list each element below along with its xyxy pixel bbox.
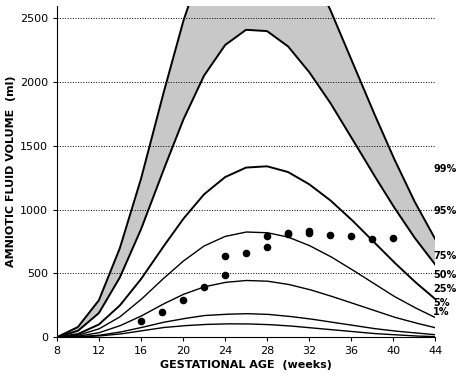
Point [285,231,292,237]
Point [179,297,187,303]
Text: 95%: 95% [433,206,456,216]
Text: 50%: 50% [433,270,456,280]
Point [285,230,292,236]
Point [326,232,334,238]
Text: 1%: 1% [433,307,450,317]
Point [368,236,376,242]
Point [158,309,166,315]
Point [263,233,271,240]
Point [137,318,145,324]
X-axis label: GESTATIONAL AGE  (weeks): GESTATIONAL AGE (weeks) [160,361,332,370]
Point [305,230,313,236]
Text: 75%: 75% [433,250,456,261]
Point [305,228,313,234]
Point [263,244,271,250]
Text: 99%: 99% [433,164,456,174]
Point [201,285,208,291]
Point [221,253,229,259]
Point [347,233,355,240]
Y-axis label: AMNIOTIC FLUID VOLUME  (ml): AMNIOTIC FLUID VOLUME (ml) [6,76,16,267]
Point [221,272,229,278]
Text: 25%: 25% [433,284,456,294]
Text: 5%: 5% [433,299,450,308]
Point [389,235,397,241]
Point [243,250,250,256]
